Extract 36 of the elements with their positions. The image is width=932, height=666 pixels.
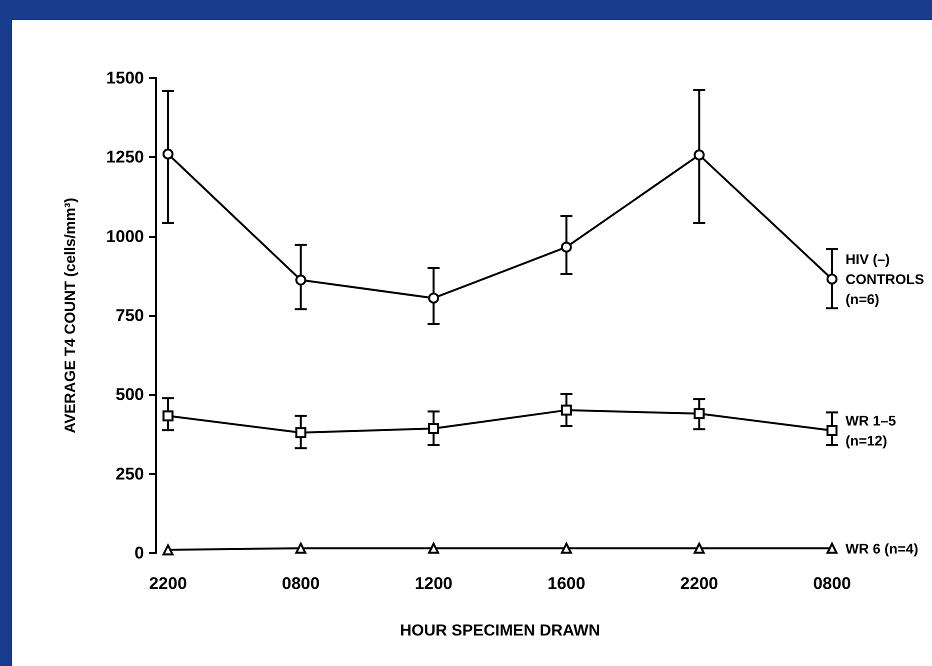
point — [694, 542, 705, 554]
point — [428, 423, 440, 434]
x-tick-label: 2200 — [149, 574, 187, 593]
point — [826, 542, 838, 554]
y-tick-label: 750 — [116, 306, 144, 325]
point — [428, 542, 440, 554]
point — [428, 292, 440, 304]
y-tick-label: 1500 — [106, 68, 144, 88]
point — [162, 544, 174, 556]
series-label: WR 1–5 (n=12) — [846, 412, 900, 448]
x-tick-label: 0800 — [282, 574, 320, 593]
y-tick-label: 500 — [116, 385, 144, 404]
point — [295, 274, 306, 286]
point — [162, 410, 174, 422]
x-tick-label: 1200 — [414, 574, 453, 593]
x-tick-label: 1600 — [547, 574, 586, 593]
y-axis-title: AVERAGE T4 COUNT (cells/mm³) — [62, 198, 79, 434]
point — [560, 542, 572, 554]
y-tick-label: 250 — [116, 464, 144, 484]
point — [826, 424, 838, 436]
point — [694, 149, 705, 160]
point — [694, 408, 705, 420]
point — [162, 148, 174, 160]
y-tick-label: 1250 — [106, 148, 144, 167]
point — [295, 427, 306, 438]
point — [826, 274, 838, 285]
point — [560, 404, 572, 416]
x-tick-label: 0800 — [813, 574, 851, 593]
y-tick-label: 1000 — [106, 226, 144, 246]
y-tick-label: 0 — [134, 544, 144, 562]
x-axis-title: HOUR SPECIMEN DRAWN — [400, 622, 600, 640]
point — [295, 542, 306, 554]
x-tick-label: 2200 — [680, 574, 718, 593]
series-label: WR 6 (n=4) — [846, 540, 918, 556]
point — [560, 242, 572, 253]
series-label: HIV (–) CONTROLS (n=6) — [846, 251, 928, 308]
